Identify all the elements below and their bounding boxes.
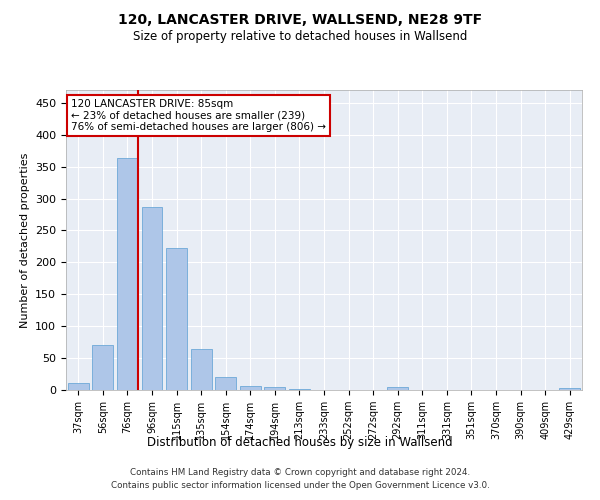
Bar (92, 346, 113, 390)
Bar (387, 388, 408, 390)
Bar (142, 207, 163, 390)
Bar (117, 158, 138, 390)
Bar (559, 388, 580, 390)
Bar (265, 387, 286, 390)
Bar (166, 248, 187, 390)
Bar (215, 377, 236, 390)
Text: Contains HM Land Registry data © Crown copyright and database right 2024.: Contains HM Land Registry data © Crown c… (130, 468, 470, 477)
Bar (240, 386, 261, 390)
Text: 120 LANCASTER DRIVE: 85sqm
← 23% of detached houses are smaller (239)
76% of sem: 120 LANCASTER DRIVE: 85sqm ← 23% of deta… (71, 99, 326, 132)
Text: Contains public sector information licensed under the Open Government Licence v3: Contains public sector information licen… (110, 480, 490, 490)
Text: Size of property relative to detached houses in Wallsend: Size of property relative to detached ho… (133, 30, 467, 43)
Text: 120, LANCASTER DRIVE, WALLSEND, NE28 9TF: 120, LANCASTER DRIVE, WALLSEND, NE28 9TF (118, 12, 482, 26)
Text: Distribution of detached houses by size in Wallsend: Distribution of detached houses by size … (147, 436, 453, 449)
Y-axis label: Number of detached properties: Number of detached properties (20, 152, 29, 328)
Bar (68, 383, 89, 390)
Bar (191, 348, 212, 390)
Bar (289, 388, 310, 390)
